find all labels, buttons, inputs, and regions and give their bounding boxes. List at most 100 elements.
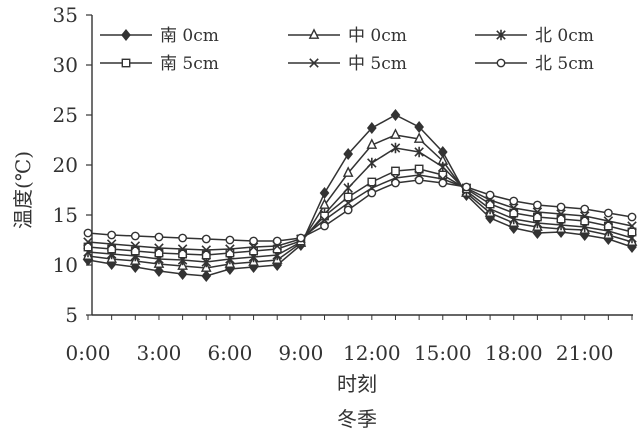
data-point [627, 212, 637, 222]
data-point [367, 188, 377, 198]
data-point [343, 148, 354, 160]
data-point [225, 235, 235, 245]
data-point [532, 207, 543, 217]
series-2 [82, 128, 638, 272]
legend-label: 中 0cm [348, 26, 407, 46]
data-point [556, 214, 566, 224]
data-point [485, 190, 495, 200]
data-point [603, 221, 613, 231]
data-point [343, 205, 353, 215]
y-tick-label: 15 [53, 203, 78, 227]
data-point [106, 239, 117, 249]
data-point [177, 244, 188, 254]
data-point [556, 209, 566, 219]
data-point [107, 230, 117, 240]
legend-marker [121, 29, 131, 41]
data-point [509, 208, 519, 218]
x-tick-label: 18:00 [485, 341, 543, 365]
data-point [438, 170, 448, 180]
data-point [177, 268, 188, 280]
data-point [342, 166, 354, 177]
data-point [367, 177, 377, 187]
legend-item: 中 0cm [288, 26, 407, 46]
data-point [319, 198, 330, 209]
data-point [580, 204, 590, 214]
data-point [154, 243, 164, 253]
series-6 [83, 175, 637, 246]
data-point [201, 245, 212, 255]
data-point [627, 221, 637, 231]
data-point [532, 200, 542, 210]
data-point [627, 227, 637, 237]
legend-label: 中 5cm [348, 54, 407, 74]
series-line [87, 168, 633, 256]
x-axis-title: 时刻 [337, 372, 377, 396]
data-point [130, 241, 141, 251]
chart-subtitle: 冬季 [337, 407, 377, 431]
legend-label: 南 0cm [160, 26, 219, 46]
y-tick-label: 25 [53, 103, 78, 127]
data-point [413, 132, 425, 143]
data-point [414, 121, 424, 133]
data-point [366, 138, 378, 149]
data-point [249, 246, 258, 256]
data-point [390, 128, 401, 139]
x-tick-label: 3:00 [136, 341, 181, 365]
data-point [391, 178, 400, 188]
data-point [319, 187, 330, 199]
legend-label: 北 5cm [535, 54, 594, 74]
data-point [178, 249, 188, 259]
x-tick-label: 12:00 [343, 341, 401, 365]
legend-marker [496, 29, 506, 41]
y-tick-label: 35 [53, 3, 78, 27]
data-point [603, 208, 613, 218]
data-point [130, 231, 140, 241]
data-point [391, 166, 400, 176]
legend-marker [496, 58, 506, 68]
legend-label: 北 0cm [535, 26, 594, 46]
data-point [225, 244, 235, 254]
data-point [201, 250, 211, 260]
data-point [178, 233, 188, 243]
data-point [414, 164, 424, 174]
data-point [509, 196, 519, 206]
data-point [603, 216, 614, 226]
x-tick-label: 6:00 [207, 341, 252, 365]
data-point [107, 244, 117, 254]
legend-marker [308, 28, 320, 39]
data-point [83, 228, 93, 238]
data-point [579, 211, 590, 221]
data-point [366, 122, 377, 134]
legend: 南 0cm 中 0cm 北 0cm 南 5cm 中 5cm 北 5cm [100, 26, 594, 74]
data-point [390, 109, 401, 121]
y-tick-label: 20 [53, 153, 78, 177]
data-point [343, 182, 353, 194]
legend-item: 中 5cm [288, 54, 407, 74]
legend-marker [309, 58, 319, 68]
legend-item: 北 0cm [475, 26, 594, 46]
y-axis-ticks: 5 10 15 20 25 30 35 [53, 3, 92, 327]
series-line [87, 147, 633, 263]
data-point [201, 270, 212, 282]
data-point [83, 242, 93, 252]
data-point [201, 234, 211, 244]
series-line [87, 174, 633, 251]
data-point [438, 161, 448, 173]
legend-marker [121, 58, 131, 68]
data-point [390, 142, 401, 154]
series-4 [83, 164, 637, 260]
data-point [532, 212, 542, 222]
y-tick-label: 10 [53, 253, 78, 277]
legend-item: 北 5cm [475, 54, 594, 74]
x-tick-label: 9:00 [278, 341, 323, 365]
data-point [508, 203, 519, 213]
legend-item: 南 5cm [100, 54, 219, 74]
data-point [296, 233, 306, 243]
data-point [414, 146, 424, 158]
data-point [225, 248, 235, 258]
data-point [343, 192, 353, 202]
legend-item: 南 0cm [100, 26, 219, 46]
legend-label: 南 5cm [160, 54, 219, 74]
x-axis-ticks: 0:00 3:00 6:00 9:00 12:00 15:00 18:00 21:00 [66, 315, 633, 365]
